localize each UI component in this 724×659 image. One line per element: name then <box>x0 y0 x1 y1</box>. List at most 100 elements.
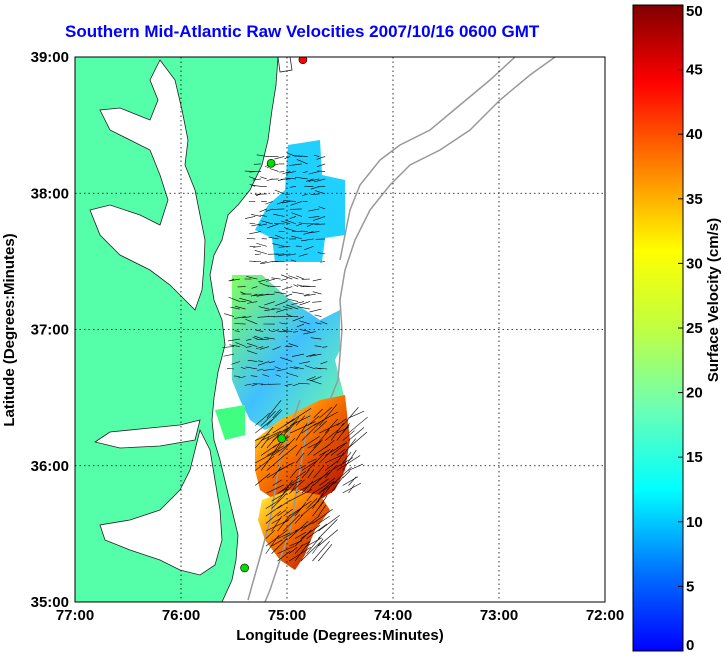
velocity-vector <box>244 216 256 219</box>
velocity-vector <box>348 431 368 449</box>
velocity-vector <box>304 365 316 370</box>
velocity-vector <box>223 353 235 357</box>
velocity-vector <box>283 506 304 524</box>
contour-shelf-inner <box>339 57 516 261</box>
velocity-vector <box>250 293 258 297</box>
velocity-vector <box>288 479 305 494</box>
velocity-vector <box>324 480 335 494</box>
station-marker <box>240 563 249 573</box>
velocity-vector <box>295 486 308 494</box>
velocity-vector <box>254 426 274 449</box>
velocity-vector <box>301 481 314 494</box>
velocity-vector <box>303 246 314 251</box>
velocity-vector <box>289 366 299 370</box>
y-tick-labels: 39:00 38:00 37:00 36:00 35:00 <box>31 49 69 611</box>
velocity-vector <box>278 462 295 471</box>
velocity-vector <box>260 437 270 449</box>
velocity-vector <box>254 249 267 255</box>
velocity-vector <box>255 418 274 434</box>
velocity-vector <box>308 208 320 212</box>
velocity-vector <box>272 479 282 486</box>
velocity-vector <box>271 493 285 502</box>
velocity-vector <box>265 530 275 539</box>
velocity-vector <box>295 471 307 479</box>
velocity-vector <box>293 284 299 287</box>
velocity-vector <box>325 447 339 456</box>
velocity-vector <box>258 223 267 227</box>
velocity-vector <box>244 383 252 386</box>
velocity-vector <box>294 544 304 554</box>
colorbar-tick-label: 50 <box>686 3 703 20</box>
chesapeake-bay <box>89 59 206 311</box>
velocity-vector <box>228 278 240 282</box>
y-tick-label: 36:00 <box>31 458 69 475</box>
velocity-vector <box>264 308 275 312</box>
colorbar-tick-label: 30 <box>686 255 703 272</box>
velocity-vector <box>275 374 281 377</box>
velocity-vector <box>282 201 291 204</box>
velocity-vector <box>239 297 252 302</box>
velocity-vector <box>259 208 267 213</box>
velocity-vector <box>313 465 325 479</box>
velocity-vector <box>266 455 285 471</box>
velocity-vector <box>279 322 287 325</box>
velocity-vector <box>295 446 303 456</box>
patch-hatteras-south <box>258 490 330 570</box>
x-tick-label: 74:00 <box>374 607 412 624</box>
velocity-vector <box>246 276 258 280</box>
velocity-vector <box>294 520 318 532</box>
velocity-vector <box>265 500 279 509</box>
velocity-vector <box>271 493 287 509</box>
velocity-vector <box>289 186 297 188</box>
velocity-vector <box>301 238 314 242</box>
x-tick-label: 75:00 <box>268 607 306 624</box>
velocity-vector <box>255 346 264 350</box>
velocity-vector <box>272 466 282 479</box>
velocity-vector <box>251 383 258 387</box>
velocity-vector <box>278 246 291 248</box>
velocity-vector <box>306 223 314 227</box>
chart-title: Southern Mid-Atlantic Raw Velocities 200… <box>65 22 540 41</box>
velocity-vector <box>255 449 280 464</box>
velocity-vector <box>289 216 297 219</box>
velocity-vector <box>283 514 301 532</box>
velocity-vector <box>259 214 267 217</box>
velocity-vector <box>295 407 312 419</box>
velocity-vector <box>277 500 290 509</box>
velocity-vector <box>348 427 365 441</box>
velocity-vector <box>272 408 281 419</box>
velocity-vector <box>289 469 298 479</box>
velocity-vector <box>324 465 337 479</box>
velocity-vector <box>312 491 325 509</box>
velocity-vector <box>290 421 316 434</box>
velocity-vector <box>282 306 293 310</box>
velocity-vector <box>296 159 308 165</box>
velocity-vector <box>284 193 291 195</box>
velocity-vector <box>313 469 331 486</box>
velocity-vector <box>272 346 281 351</box>
velocity-vector <box>255 433 270 441</box>
velocity-vector <box>324 429 339 441</box>
velocity-vector <box>231 361 240 365</box>
velocity-vector <box>253 293 264 297</box>
velocity-vector <box>301 469 310 479</box>
velocity-vectors <box>222 152 368 562</box>
velocity-vector <box>234 316 246 319</box>
velocity-vector <box>307 439 323 456</box>
velocity-vector <box>275 301 287 307</box>
x-tick-label: 77:00 <box>56 607 94 624</box>
colorbar-ticks: 0 5 10 15 20 25 30 35 40 45 50 <box>678 3 703 654</box>
x-tick-label: 72:00 <box>586 607 624 624</box>
velocity-vector <box>260 411 276 426</box>
velocity-vector <box>256 154 267 157</box>
velocity-vector <box>295 452 305 464</box>
velocity-vector <box>275 253 285 255</box>
velocity-vector <box>307 458 317 464</box>
velocity-vector <box>307 231 320 234</box>
velocity-vector <box>301 421 322 441</box>
velocity-vector <box>255 412 270 426</box>
velocity-vector <box>330 457 354 471</box>
velocity-vector <box>274 330 281 332</box>
velocity-vector <box>271 517 282 524</box>
velocity-vector <box>312 501 324 517</box>
